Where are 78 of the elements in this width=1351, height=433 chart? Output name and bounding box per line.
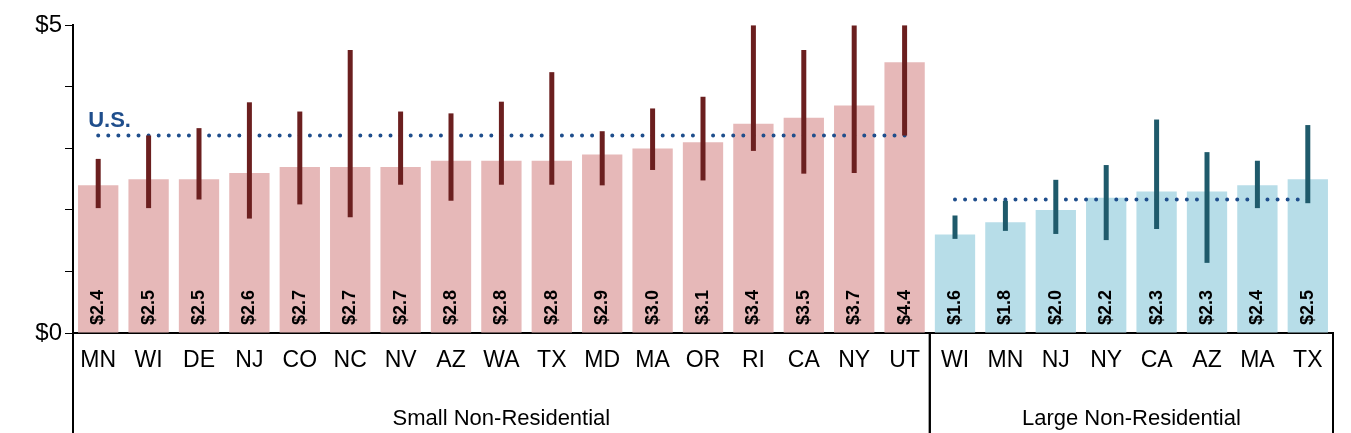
data-label: $2.7 [288, 289, 309, 325]
data-label: $2.4 [87, 289, 108, 325]
x-tick-label: CA [1140, 346, 1174, 373]
data-label: $2.3 [1195, 289, 1216, 325]
x-tick-label: MA [1240, 346, 1276, 373]
x-tick-label: UT [889, 346, 920, 373]
x-tick-label: NJ [235, 346, 264, 373]
x-tick-label: AZ [1192, 346, 1222, 373]
x-tick-label: AZ [436, 346, 466, 373]
y-tick-label: $5 [35, 10, 62, 38]
bar [430, 160, 472, 333]
bar [279, 166, 320, 333]
bar [884, 62, 925, 333]
data-label: $4.4 [893, 289, 914, 325]
data-label: $1.8 [994, 289, 1015, 325]
x-tick-label: NV [384, 346, 418, 373]
y-tick-label: $0 [35, 317, 62, 345]
data-label: $2.4 [1246, 289, 1267, 325]
text: Large Non-Residential [1021, 405, 1241, 431]
bar [783, 117, 824, 333]
x-tick-label: MN [80, 346, 117, 373]
x-tick-label: MN [987, 346, 1024, 373]
bar [733, 123, 774, 333]
data-label: $2.9 [591, 289, 612, 325]
x-tick-label: WA [483, 346, 521, 373]
data-label: $2.5 [137, 289, 158, 325]
data-label: $2.8 [439, 289, 460, 325]
data-label: $2.8 [540, 289, 561, 325]
x-tick-label: WI [940, 346, 970, 373]
bar [380, 166, 421, 333]
x-tick-label: NC [333, 346, 367, 373]
x-tick-label: NJ [1041, 346, 1070, 373]
data-label: $2.5 [1296, 289, 1317, 325]
data-label: $2.3 [1145, 289, 1166, 325]
x-tick-label: NY [838, 346, 871, 373]
x-tick-label: MD [584, 346, 621, 373]
data-label: $1.6 [943, 289, 964, 325]
x-tick-label: OR [685, 346, 721, 373]
data-label: $3.4 [742, 289, 763, 325]
x-tick-label: WI [134, 346, 163, 373]
bar [481, 160, 522, 333]
bar [985, 222, 1026, 333]
bar [1136, 191, 1177, 333]
bar [1287, 179, 1328, 333]
data-label: $3.1 [691, 289, 712, 325]
data-label: $3.7 [843, 289, 864, 325]
data-label: $2.6 [238, 289, 259, 325]
data-label: $2.0 [1044, 289, 1065, 325]
bar [1035, 209, 1076, 333]
data-label: $3.5 [792, 289, 813, 325]
bar [229, 173, 270, 333]
x-tick-label: TX [537, 346, 567, 373]
bar [582, 154, 623, 333]
x-tick-label: CO [282, 346, 318, 373]
data-label: $2.5 [187, 289, 208, 325]
bar [128, 179, 169, 333]
x-tick-label: MA [635, 346, 671, 373]
data-label: $2.2 [1095, 289, 1116, 325]
x-tick-label: TX [1293, 346, 1323, 373]
bar [178, 179, 220, 333]
bar [78, 185, 119, 333]
bar [330, 166, 371, 333]
x-tick-label: DE [183, 346, 215, 373]
bar [531, 160, 572, 333]
bar [1237, 185, 1278, 333]
bar [632, 148, 673, 333]
data-label: $3.0 [641, 289, 662, 325]
bar [934, 234, 976, 333]
series-label: U.S. [88, 106, 131, 132]
x-tick-label: CA [787, 346, 821, 373]
bar [834, 105, 875, 333]
data-label: $2.7 [339, 289, 360, 325]
x-tick-label: RI [741, 346, 765, 373]
bar [682, 142, 724, 333]
x-tick-label: NY [1090, 346, 1123, 373]
data-label: $2.8 [490, 289, 511, 325]
text: Small Non-Residential [392, 405, 611, 431]
data-label: $2.7 [389, 289, 410, 325]
